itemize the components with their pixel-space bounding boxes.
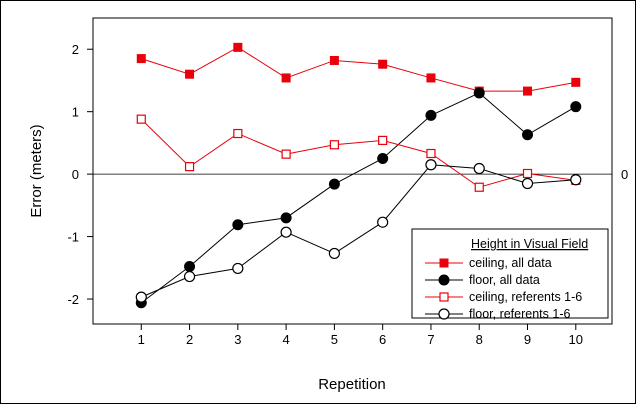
legend-marker: [438, 274, 450, 286]
series-line: [140, 118, 576, 188]
data-point: [425, 109, 437, 121]
data-point: [521, 177, 534, 190]
legend-label: floor, all data: [469, 273, 540, 287]
series-line: [141, 164, 576, 298]
data-point: [280, 226, 292, 238]
data-point: [184, 162, 195, 172]
legend-entry: ceiling, all data: [425, 256, 552, 270]
x-tick-label: 3: [234, 332, 241, 347]
data-point: [329, 55, 339, 65]
data-point: [426, 148, 436, 159]
data-point: [329, 140, 339, 150]
y-axis-title: Error (meters): [28, 124, 45, 217]
data-point: [136, 114, 146, 124]
legend-label: ceiling, all data: [469, 256, 552, 270]
data-point: [280, 212, 292, 224]
data-point: [523, 86, 533, 96]
data-point: [377, 153, 389, 165]
data-point: [136, 54, 146, 64]
data-point: [425, 159, 437, 171]
y-tick-label: 1: [72, 105, 79, 120]
data-point: [183, 270, 196, 283]
series-line: [141, 46, 576, 92]
data-point: [426, 73, 436, 83]
y-tick-label: -1: [67, 230, 79, 245]
data-point: [233, 128, 243, 139]
data-point: [281, 149, 291, 159]
data-point: [474, 182, 484, 192]
y-tick-label: 2: [72, 42, 79, 57]
x-tick-label: 6: [379, 332, 386, 347]
plot-area: [92, 17, 613, 325]
data-point: [378, 59, 388, 69]
x-tick-label: 9: [524, 332, 531, 347]
legend: Height in Visual Field ceiling, all data…: [411, 228, 609, 321]
data-point: [377, 216, 389, 228]
x-tick-label: 10: [569, 332, 583, 347]
data-point: [473, 162, 485, 175]
data-point: [570, 174, 582, 186]
data-point: [328, 247, 340, 260]
x-tick-label: 5: [331, 332, 338, 347]
legend-title: Height in Visual Field: [471, 237, 588, 251]
zero-reference-label: 0: [621, 167, 628, 182]
data-point: [522, 129, 534, 141]
series-ceiling-all-data: [136, 42, 581, 96]
data-point: [135, 291, 147, 303]
x-axis-title: Repetition: [318, 376, 386, 393]
x-tick-label: 7: [427, 332, 434, 347]
series-line: [140, 92, 577, 304]
data-point: [232, 262, 244, 275]
x-tick-label: 8: [476, 332, 483, 347]
legend-label: ceiling, referents 1-6: [469, 290, 582, 304]
data-point: [378, 135, 388, 145]
series-layer: [135, 42, 582, 309]
x-tick-label: 1: [138, 332, 145, 347]
legend-entry: floor, referents 1-6: [425, 307, 570, 321]
y-tick-label: -2: [67, 292, 79, 307]
x-tick-label: 4: [282, 332, 289, 347]
legend-entry: ceiling, referents 1-6: [425, 290, 582, 304]
data-point: [571, 77, 581, 87]
reference-layer: 0: [93, 167, 628, 182]
data-point: [522, 168, 533, 179]
legend-marker: [438, 308, 450, 320]
legend-label: floor, referents 1-6: [469, 307, 570, 321]
data-point: [233, 42, 243, 52]
data-point: [281, 73, 291, 83]
legend-entry: floor, all data: [425, 273, 540, 287]
data-point: [232, 219, 244, 231]
data-point: [570, 101, 582, 113]
legend-box: [411, 228, 609, 319]
data-point: [185, 69, 195, 79]
series-ceiling-referents: [136, 114, 581, 192]
legend-marker: [439, 258, 449, 268]
series-floor-referents: [135, 159, 582, 303]
data-point: [473, 87, 485, 99]
data-point: [328, 178, 340, 190]
data-point: [184, 261, 196, 273]
x-tick-label: 2: [186, 332, 193, 347]
y-tick-label: 0: [72, 167, 79, 182]
legend-marker: [439, 292, 449, 302]
